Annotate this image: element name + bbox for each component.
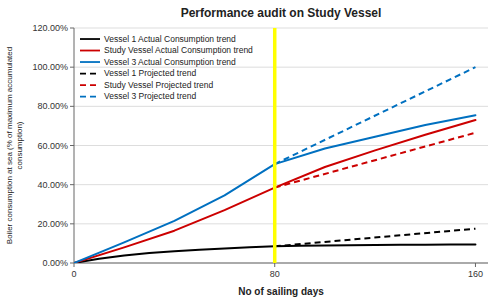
y-tick-label: 20.00%: [37, 219, 68, 229]
legend-label: Study Vessel Projected trend: [104, 80, 213, 90]
series-line: [275, 229, 476, 247]
chart: Performance audit on Study Vessel 0.00% 20…: [0, 0, 500, 301]
legend-label: Vessel 1 Actual Consumption trend: [104, 34, 236, 44]
legend-swatch: [80, 73, 100, 75]
legend-swatch: [80, 61, 100, 63]
y-tick-label: 120.00%: [32, 23, 68, 33]
y-tick: [70, 263, 74, 264]
y-tick: [70, 67, 74, 68]
y-tick: [70, 106, 74, 107]
grid-line: [74, 106, 488, 107]
x-tick: [475, 263, 476, 267]
y-tick: [70, 184, 74, 185]
x-tick: [274, 263, 275, 267]
x-axis-label: No of sailing days: [238, 286, 324, 297]
x-axis-line: [74, 263, 488, 264]
grid-line: [74, 263, 488, 264]
grid-line: [74, 223, 488, 224]
y-axis-label: Boiler consumption at sea (% of maximum …: [5, 47, 24, 244]
x-tick-label: 160: [468, 269, 483, 279]
y-axis-line: [74, 28, 75, 263]
legend-label: Vessel 3 Projected trend: [104, 92, 196, 102]
y-tick-label: 80.00%: [37, 101, 68, 111]
legend-swatch: [80, 84, 100, 86]
series-line: [275, 133, 476, 188]
legend-label: Study Vessel Actual Consumption trend: [104, 46, 253, 56]
legend-label: Vessel 3 Actual Consumption trend: [104, 57, 236, 67]
legend-label: Vessel 1 Projected trend: [104, 69, 196, 79]
y-tick-label: 60.00%: [37, 141, 68, 151]
y-tick: [70, 28, 74, 29]
y-tick-label: 0.00%: [42, 258, 68, 268]
legend-swatch: [80, 50, 100, 52]
x-tick-label: 0: [71, 269, 76, 279]
x-tick-label: 80: [270, 269, 280, 279]
legend-swatch: [80, 38, 100, 40]
y-tick-label: 40.00%: [37, 180, 68, 190]
x-tick: [74, 263, 75, 267]
legend-swatch: [80, 96, 100, 98]
y-tick-label: 100.00%: [32, 62, 68, 72]
plot-area: [74, 28, 475, 263]
series-line: [275, 67, 476, 164]
y-tick: [70, 145, 74, 146]
y-tick: [70, 223, 74, 224]
grid: [74, 28, 488, 263]
grid-line: [74, 28, 488, 29]
title: Performance audit on Study Vessel: [181, 6, 382, 20]
grid-line: [74, 145, 488, 146]
legend: Vessel 1 Actual Consumption trend Study V…: [80, 34, 253, 102]
reference-line: [273, 28, 277, 263]
